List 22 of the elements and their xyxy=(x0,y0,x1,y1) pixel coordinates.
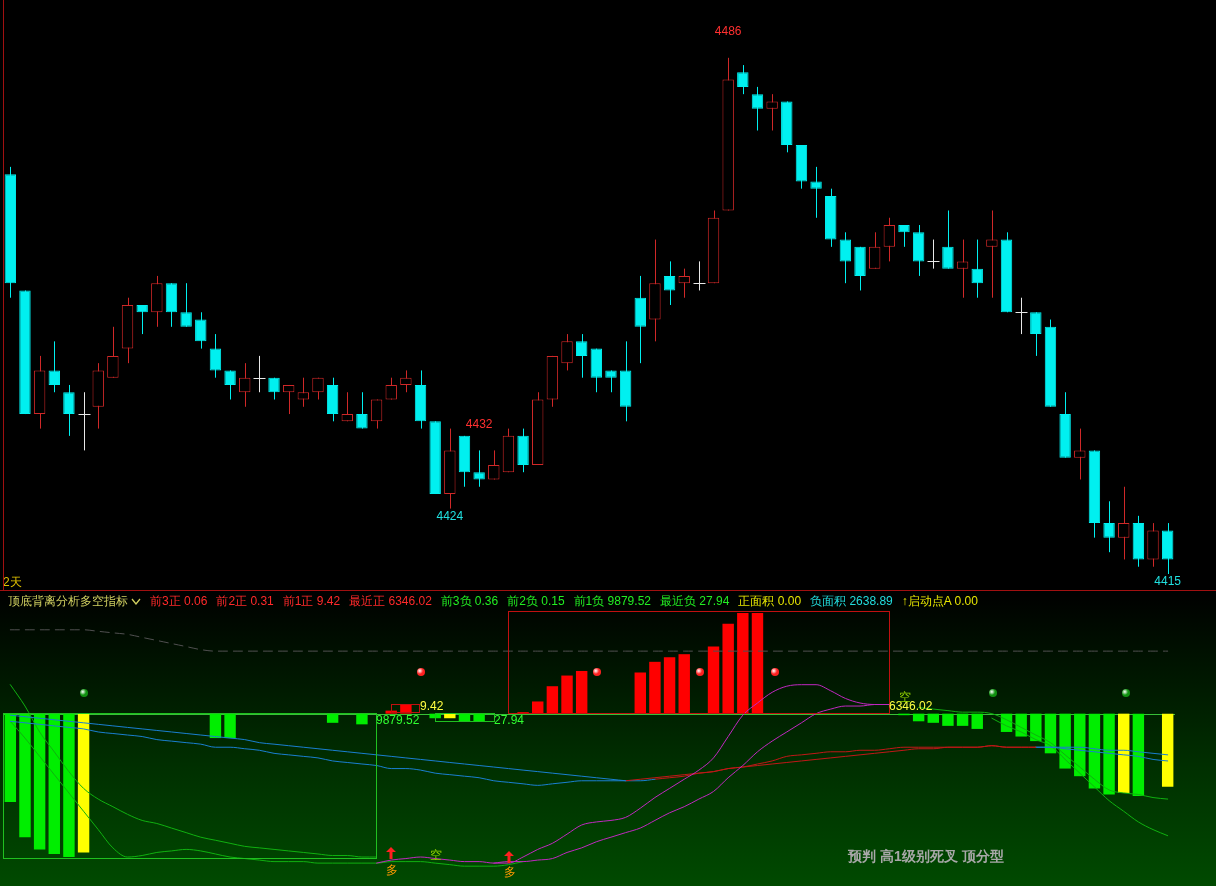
annotation: 4424 xyxy=(436,508,464,523)
text: 前1正 9.42 xyxy=(282,593,341,610)
text: 前3负 0.36 xyxy=(440,593,499,610)
text: 前3正 0.06 xyxy=(150,593,208,610)
annotation: 4486 xyxy=(714,24,742,39)
annotation: 27.94 xyxy=(494,713,525,727)
annotation: 多 xyxy=(386,862,398,879)
chart-title: 顶底背离分析多空指标 xyxy=(8,593,128,610)
annotation: 多 xyxy=(504,864,516,881)
annotation: 4415 xyxy=(1154,574,1182,589)
text: 最近正 6346.02 xyxy=(349,593,432,610)
annotation: 4432 xyxy=(465,416,493,431)
annotation: 预判 高1级别死叉 顶分型 xyxy=(848,848,1004,866)
text: 2天 xyxy=(3,575,22,590)
annotation: 9.42 xyxy=(420,699,444,713)
text: 前2正 0.31 xyxy=(216,593,274,610)
text: 前1负 9879.52 xyxy=(573,593,651,610)
text: 最近负 27.94 xyxy=(659,593,730,610)
text: ↑启动点A 0.00 xyxy=(901,593,978,610)
text: 负面积 2638.89 xyxy=(810,593,893,610)
text: 前2负 0.15 xyxy=(507,593,565,610)
text: 正面积 0.00 xyxy=(738,593,802,610)
